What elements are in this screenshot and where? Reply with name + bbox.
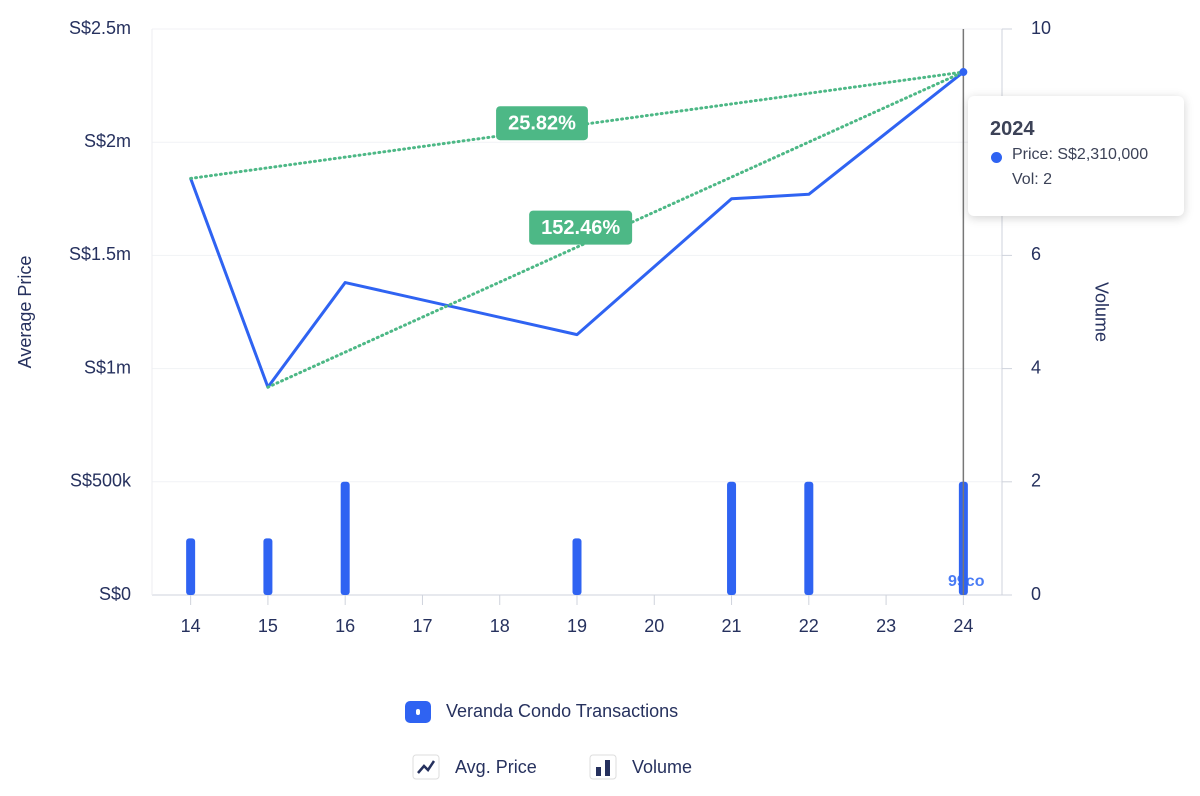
y2-tick-label: 0 [1031,584,1041,604]
legend-title[interactable]: Veranda Condo Transactions [446,701,678,721]
x-tick-label: 24 [953,616,973,636]
trend-badge: 25.82% [496,106,588,141]
tooltip-price: Price: S$2,310,000 [1012,146,1149,163]
x-tick-label: 16 [335,616,355,636]
y2-tick-label: 2 [1031,471,1041,491]
volume-bar [186,538,196,595]
tooltip: 2024 Price: S$2,310,000 Vol: 2 [968,96,1184,216]
volume-bar [572,538,582,595]
volume-bar [804,481,814,595]
volume-bar [340,481,350,595]
x-tick-label: 21 [722,616,742,636]
toggle-bar-icon [605,760,610,776]
trend-badge-bg [529,210,633,245]
y2-tick-label: 4 [1031,357,1041,377]
y-tick-label: S$500k [70,471,132,491]
toggle-icon[interactable] [589,754,617,780]
trend-badge: 152.46% [529,210,633,245]
y-tick-label: S$1.5m [69,244,131,264]
y-tick-label: S$0 [99,584,131,604]
y-tick-label: S$2.5m [69,18,131,38]
legend-item[interactable]: Volume [632,757,692,777]
y-tick-label: S$2m [84,131,131,151]
trend-label: 152.46% [541,217,620,239]
trend-label: 25.82% [508,113,576,135]
volume-bar [727,481,737,595]
y2-tick-label: 10 [1031,18,1051,38]
y2-axis-title: Volume [1091,282,1111,342]
x-tick-label: 14 [181,616,201,636]
tooltip-marker [991,152,1002,163]
legend-icon-dot [416,709,420,715]
x-tick-label: 19 [567,616,587,636]
tooltip-volume: Vol: 2 [1012,171,1053,188]
x-tick-label: 23 [876,616,896,636]
toggle-bar-icon [596,767,601,776]
hover-point [959,68,968,77]
y-axis-title: Average Price [15,256,35,369]
tooltip-title: 2024 [990,118,1035,140]
y-tick-label: S$1m [84,357,131,377]
y2-tick-label: 6 [1031,244,1041,264]
volume-bar [263,538,273,595]
x-tick-label: 17 [412,616,432,636]
x-tick-label: 20 [644,616,664,636]
x-tick-label: 18 [490,616,510,636]
trend-badge-bg [496,106,588,141]
toggle-line-icon [417,760,436,774]
legend-item[interactable]: Avg. Price [455,757,537,777]
x-tick-label: 15 [258,616,278,636]
x-tick-label: 22 [799,616,819,636]
